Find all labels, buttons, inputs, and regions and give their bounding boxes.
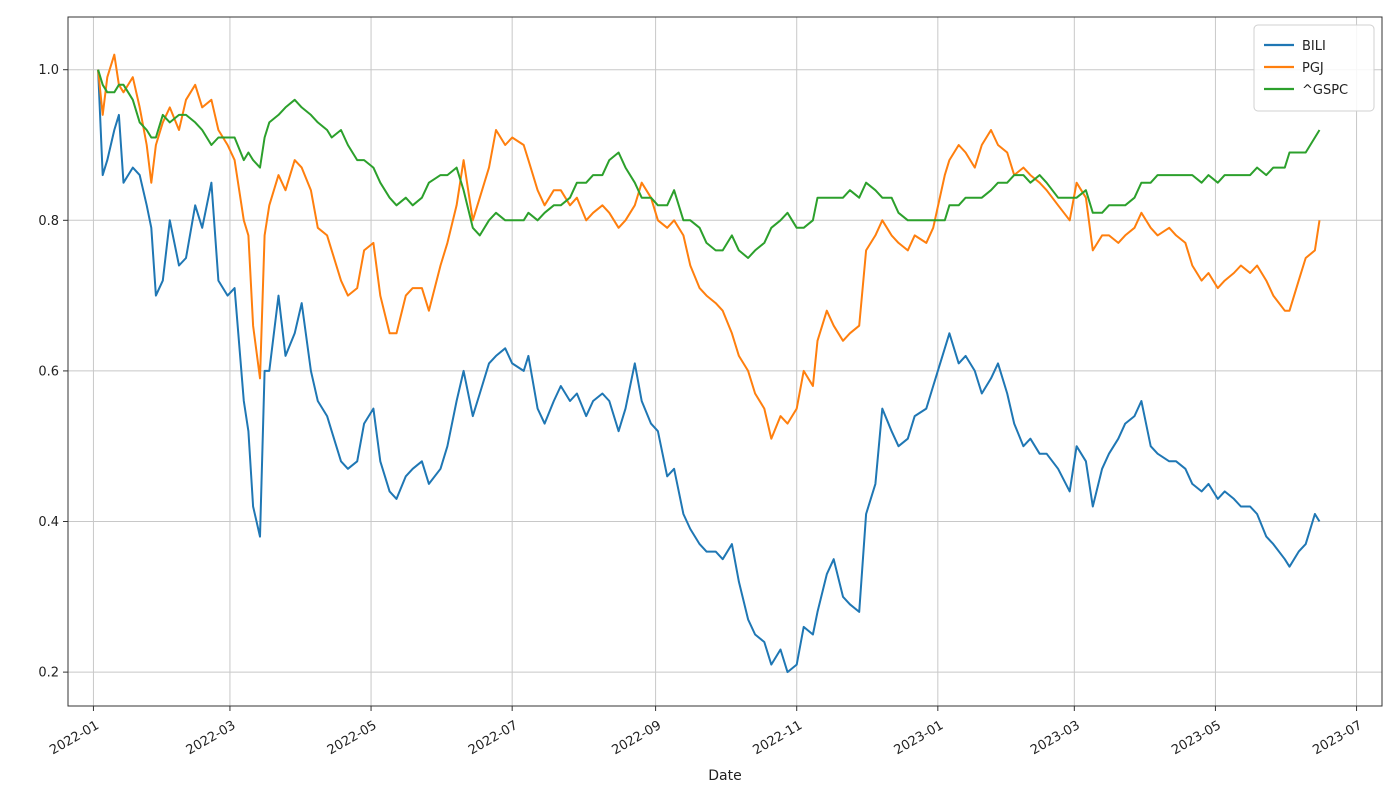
x-tick-label: 2023-01 xyxy=(892,718,947,758)
series-line-bili xyxy=(97,69,1321,674)
x-tick-label: 2023-07 xyxy=(1310,718,1365,758)
grid xyxy=(68,17,1382,706)
x-tick-label: 2022-05 xyxy=(325,718,380,758)
series-lines xyxy=(97,53,1321,674)
x-tick-label: 2022-01 xyxy=(47,718,102,758)
plot-frame xyxy=(67,16,1383,707)
y-tick-label: 0.6 xyxy=(38,364,59,379)
y-tick-label: 1.0 xyxy=(38,63,59,78)
y-tick-label: 0.8 xyxy=(38,214,59,229)
x-axis-label: Date xyxy=(708,768,741,784)
x-tick-label: 2022-09 xyxy=(609,718,664,758)
legend-label: PGJ xyxy=(1302,61,1324,76)
x-tick-label: 2022-11 xyxy=(751,718,806,758)
series-line-pgj xyxy=(97,53,1321,440)
y-tick-label: 0.2 xyxy=(38,666,59,681)
x-tick-label: 2023-05 xyxy=(1169,718,1224,758)
legend-label: ^GSPC xyxy=(1302,83,1348,98)
x-tick-label: 2022-03 xyxy=(184,718,239,758)
x-tick-label: 2023-03 xyxy=(1028,718,1083,758)
y-tick-label: 0.4 xyxy=(38,515,59,530)
series-line-gspc xyxy=(97,69,1321,259)
legend: BILI PGJ ^GSPC xyxy=(1253,24,1375,112)
x-tick-label: 2022-07 xyxy=(466,718,521,758)
axis-ticks: 2022-01 2022-03 2022-05 2022-07 2022-09 2022-… xyxy=(38,63,1365,758)
legend-label: BILI xyxy=(1302,39,1326,54)
